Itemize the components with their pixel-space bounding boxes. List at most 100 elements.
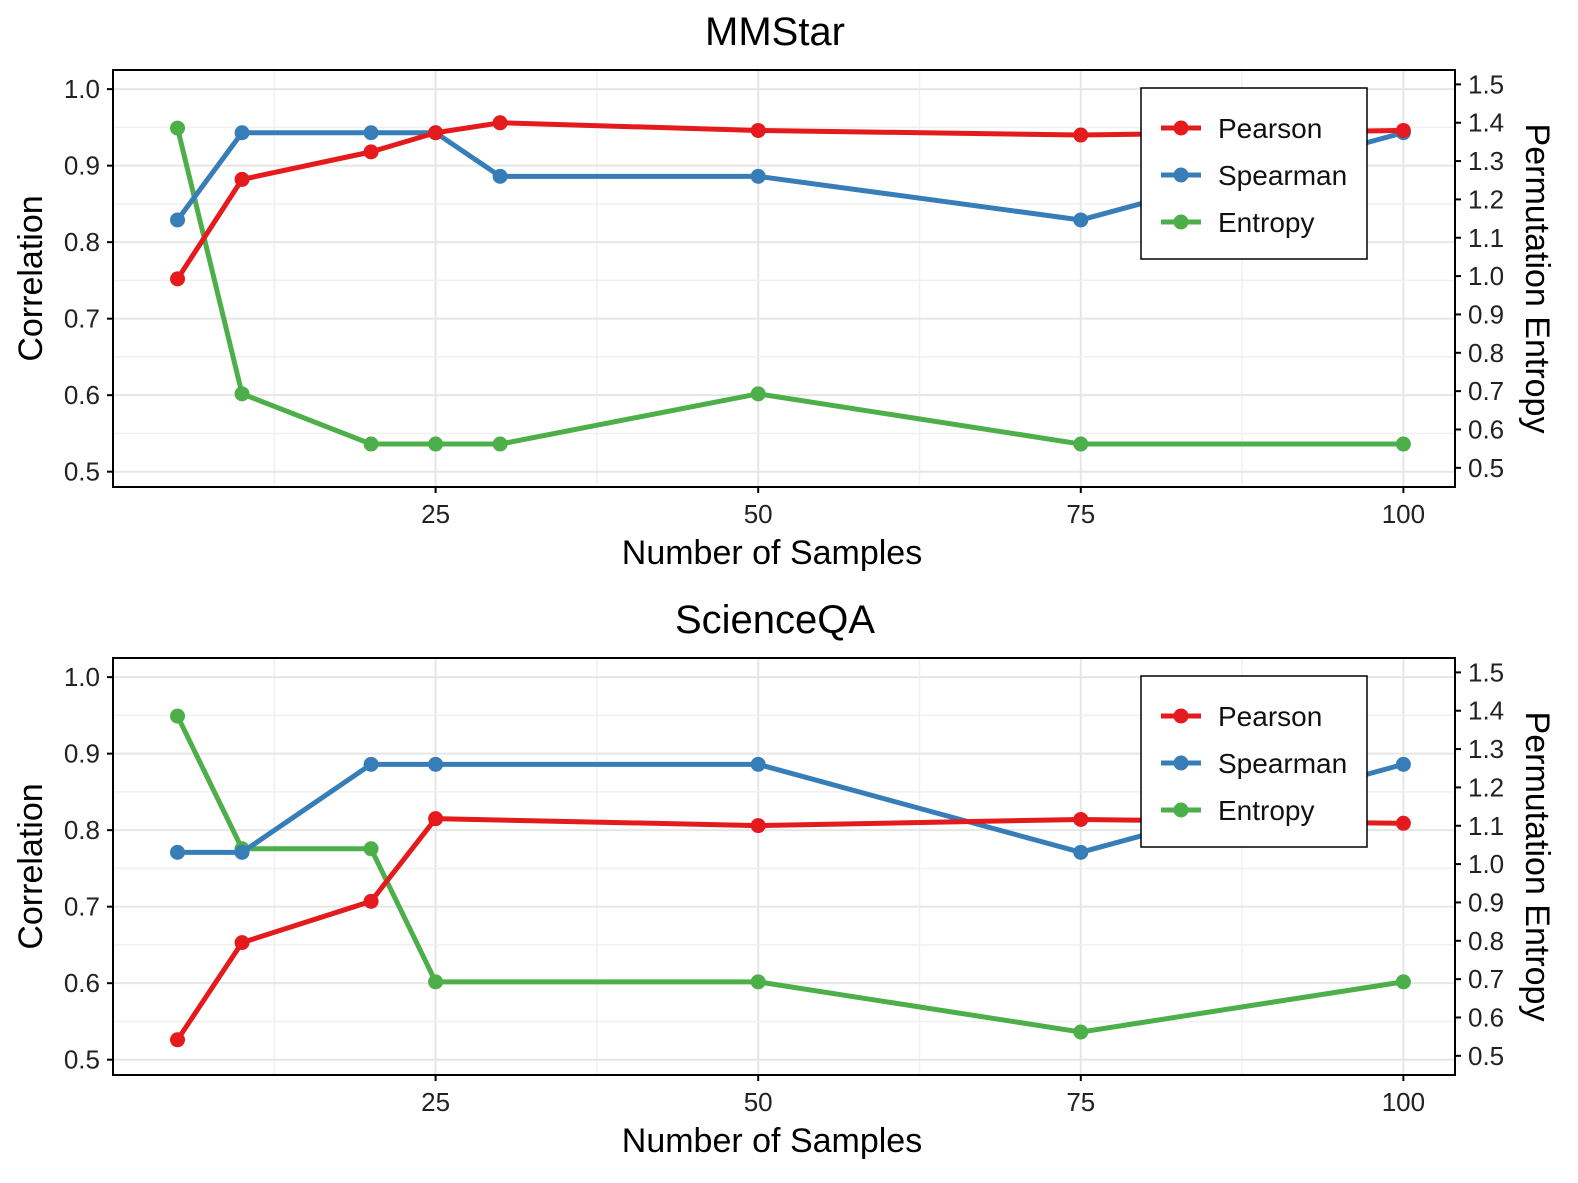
chart-title: ScienceQA xyxy=(675,598,875,642)
y2-tick-label: 1.0 xyxy=(1468,849,1504,879)
data-point-spearman xyxy=(363,125,379,141)
y-tick-label: 0.5 xyxy=(64,457,100,487)
x-tick-label: 75 xyxy=(1066,499,1095,529)
y2-tick-label: 1.1 xyxy=(1468,811,1504,841)
y2-tick-label: 1.4 xyxy=(1468,696,1504,726)
y2-tick-label: 0.9 xyxy=(1468,299,1504,329)
data-point-spearman xyxy=(170,844,186,860)
y2-tick-label: 1.5 xyxy=(1468,69,1504,99)
data-point-entropy xyxy=(1395,436,1411,452)
series-spearman xyxy=(170,756,1411,860)
data-point-entropy xyxy=(428,436,444,452)
x-axis-label: Number of Samples xyxy=(622,534,922,572)
x-tick-label: 50 xyxy=(744,499,773,529)
data-point-entropy xyxy=(492,436,508,452)
data-point-spearman xyxy=(428,756,444,772)
series-line-pearson xyxy=(175,816,1406,1043)
data-point-entropy xyxy=(363,841,379,857)
chart-panel-1: ScienceQA 25 50 75 100 Number of Samples 0.5 0.… xyxy=(12,598,1556,1160)
y2-tick-label: 0.6 xyxy=(1468,1002,1504,1032)
data-point-spearman xyxy=(1073,212,1089,228)
data-point-pearson xyxy=(363,893,379,909)
x-tick-label: 100 xyxy=(1382,1087,1425,1117)
legend-label-entropy: Entropy xyxy=(1218,207,1315,238)
series-spearman xyxy=(170,125,1411,228)
y2-tick-label: 1.2 xyxy=(1468,772,1504,802)
y2-axis-label: Permutation Entropy xyxy=(1518,712,1556,1022)
data-point-spearman xyxy=(1073,844,1089,860)
data-point-spearman xyxy=(170,212,186,228)
y2-tick-label: 1.3 xyxy=(1468,734,1504,764)
data-point-spearman xyxy=(492,168,508,184)
y-axis-label: Correlation xyxy=(12,783,50,949)
y2-tick-label: 0.9 xyxy=(1468,887,1504,917)
y2-tick-label: 1.0 xyxy=(1468,261,1504,291)
y-tick-label: 0.7 xyxy=(64,304,100,334)
x-tick-label: 25 xyxy=(421,499,450,529)
data-point-entropy xyxy=(1395,974,1411,990)
data-point-entropy xyxy=(428,974,444,990)
legend-marker-spearman xyxy=(1173,755,1189,771)
legend-label-pearson: Pearson xyxy=(1218,701,1322,732)
legend-marker-pearson xyxy=(1173,708,1189,724)
data-point-spearman xyxy=(363,756,379,772)
y-tick-label: 1.0 xyxy=(64,662,100,692)
y2-tick-label: 0.7 xyxy=(1468,964,1504,994)
x-tick-label: 25 xyxy=(421,1087,450,1117)
chart-panel-0: MMStar 25 50 75 100 Number of Samples 0.5 0.6 0.… xyxy=(12,10,1556,572)
series-line-spearman xyxy=(175,130,1406,223)
chart-title: MMStar xyxy=(705,10,845,54)
data-point-spearman xyxy=(234,125,250,141)
data-point-pearson xyxy=(1395,122,1411,138)
legend: Pearson Spearman Entropy xyxy=(1140,675,1368,848)
data-point-entropy xyxy=(1073,436,1089,452)
legend-marker-entropy xyxy=(1173,802,1189,818)
y2-tick-label: 1.3 xyxy=(1468,146,1504,176)
y-tick-label: 0.9 xyxy=(64,739,100,769)
plot-frame xyxy=(112,657,1456,1076)
data-point-spearman xyxy=(1395,756,1411,772)
y2-tick-label: 0.5 xyxy=(1468,1041,1504,1071)
data-point-entropy xyxy=(234,386,250,402)
y-tick-label: 0.9 xyxy=(64,151,100,181)
data-point-pearson xyxy=(1395,815,1411,831)
y2-axis-label: Permutation Entropy xyxy=(1518,124,1556,434)
x-tick-label: 50 xyxy=(744,1087,773,1117)
y2-tick-label: 1.5 xyxy=(1468,657,1504,687)
legend-marker-spearman xyxy=(1173,167,1189,183)
y-tick-label: 0.8 xyxy=(64,815,100,845)
data-point-entropy xyxy=(170,120,186,136)
data-point-pearson xyxy=(492,115,508,131)
data-point-pearson xyxy=(234,171,250,187)
data-point-pearson xyxy=(428,811,444,827)
y-tick-label: 0.7 xyxy=(64,892,100,922)
data-point-spearman xyxy=(750,756,766,772)
series-line-pearson xyxy=(175,120,1406,282)
x-tick-label: 75 xyxy=(1066,1087,1095,1117)
grid xyxy=(113,70,1455,487)
data-point-pearson xyxy=(1073,127,1089,143)
x-axis-label: Number of Samples xyxy=(622,1122,922,1160)
y2-tick-label: 0.6 xyxy=(1468,414,1504,444)
data-point-entropy xyxy=(750,974,766,990)
data-point-pearson xyxy=(234,935,250,951)
y-axis-label: Correlation xyxy=(12,195,50,361)
legend: Pearson Spearman Entropy xyxy=(1140,87,1368,260)
legend-label-entropy: Entropy xyxy=(1218,795,1315,826)
data-point-pearson xyxy=(170,1032,186,1048)
y2-tick-label: 0.8 xyxy=(1468,926,1504,956)
data-point-pearson xyxy=(750,818,766,834)
data-point-pearson xyxy=(750,122,766,138)
y-tick-label: 1.0 xyxy=(64,74,100,104)
legend-label-pearson: Pearson xyxy=(1218,113,1322,144)
series-line-entropy xyxy=(175,125,1406,447)
data-point-spearman xyxy=(750,168,766,184)
legend-label-spearman: Spearman xyxy=(1218,748,1347,779)
legend-marker-entropy xyxy=(1173,214,1189,230)
y-tick-label: 0.5 xyxy=(64,1045,100,1075)
data-point-pearson xyxy=(428,125,444,141)
legend-marker-pearson xyxy=(1173,120,1189,136)
data-point-pearson xyxy=(363,144,379,160)
data-point-spearman xyxy=(234,844,250,860)
